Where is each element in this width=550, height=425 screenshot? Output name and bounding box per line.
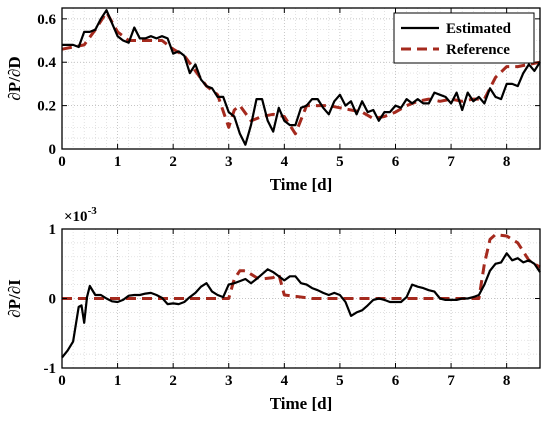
y-tick-label: 0.4 [37, 55, 56, 71]
bottom-plot-lines [61, 233, 541, 359]
y-tick-label: 0.2 [37, 99, 56, 115]
legend-label-reference: Reference [446, 42, 510, 58]
x-tick-label: 5 [336, 373, 344, 389]
x-tick-label: 2 [169, 373, 177, 389]
panel-bottom: 0 1 2 3 4 5 6 7 8-101 Time [d] ∂P/∂I ×10-3 [5, 205, 541, 413]
bottom-ticks: 0 1 2 3 4 5 6 7 8-101 [44, 222, 540, 389]
legend-box [393, 12, 535, 64]
x-tick-label: 1 [114, 373, 122, 389]
series-line-reference [62, 233, 541, 300]
x-tick-label: 5 [336, 154, 344, 170]
bottom-y-axis-label: ∂P/∂I [5, 279, 24, 318]
exponent-power: -3 [88, 205, 98, 217]
x-tick-label: 1 [114, 154, 122, 170]
x-tick-label: 8 [503, 373, 511, 389]
y-tick-label: 0 [49, 142, 57, 158]
x-tick-label: 4 [281, 373, 289, 389]
x-tick-label: 7 [447, 154, 455, 170]
x-tick-label: 0 [58, 373, 66, 389]
x-tick-label: 8 [503, 154, 511, 170]
exponent-base: ×10 [64, 209, 88, 225]
legend: Estimated Reference [393, 12, 535, 64]
y-tick-label: 1 [49, 222, 57, 238]
series-line-estimated [61, 252, 541, 359]
x-tick-label: 3 [225, 154, 233, 170]
series-line-estimated [62, 9, 541, 146]
y-tick-label: 0 [49, 292, 57, 308]
x-tick-label: 2 [169, 154, 177, 170]
x-tick-label: 6 [392, 154, 400, 170]
top-ticks: 0 1 2 3 4 5 6 7 8 0 0.2 0.4 0.6 [37, 8, 540, 170]
bottom-y-exponent: ×10-3 [64, 205, 97, 225]
x-tick-label: 0 [58, 154, 66, 170]
x-tick-label: 6 [392, 373, 400, 389]
top-x-axis-label: Time [d] [270, 175, 333, 194]
x-tick-label: 7 [447, 373, 455, 389]
bottom-x-axis-label: Time [d] [270, 394, 333, 413]
legend-label-estimated: Estimated [446, 21, 512, 37]
x-tick-label: 3 [225, 373, 233, 389]
top-plot-lines [61, 9, 541, 146]
top-axes-frame [61, 7, 541, 150]
top-y-axis-label: ∂P/∂D [5, 56, 24, 100]
x-tick-label: 4 [281, 154, 289, 170]
panel-top: 0 1 2 3 4 5 6 7 8 0 0.2 0.4 0.6 Time [d] ∂P/∂D Estim… [5, 7, 541, 194]
y-tick-label: -1 [44, 361, 57, 377]
y-tick-label: 0.6 [37, 12, 56, 28]
